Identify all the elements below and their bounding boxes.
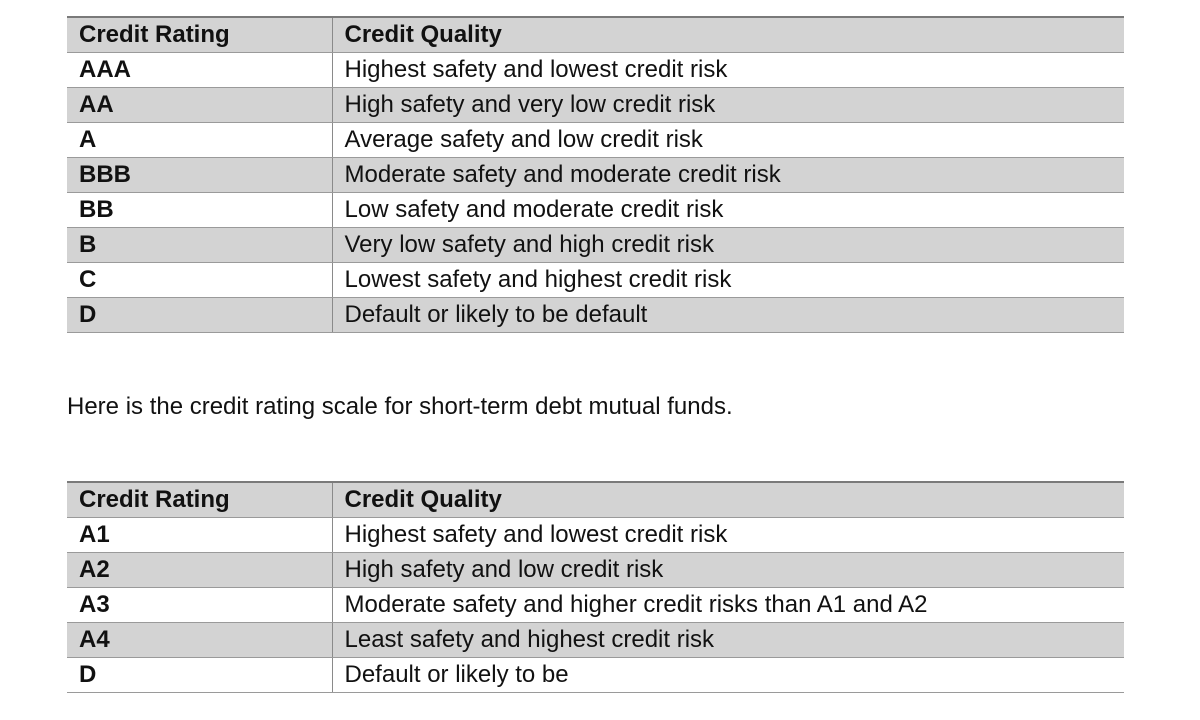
table-header-row: Credit Rating Credit Quality [67, 17, 1124, 53]
column-header-credit-quality: Credit Quality [332, 17, 1124, 53]
table-header-row: Credit Rating Credit Quality [67, 482, 1124, 518]
short-term-intro-text: Here is the credit rating scale for shor… [67, 393, 733, 420]
table-row: AA High safety and very low credit risk [67, 87, 1124, 123]
quality-cell: Default or likely to be default [332, 297, 1124, 333]
quality-cell: High safety and low credit risk [332, 552, 1124, 588]
table-row: BBB Moderate safety and moderate credit … [67, 157, 1124, 193]
quality-cell: Very low safety and high credit risk [332, 227, 1124, 263]
quality-cell: Highest safety and lowest credit risk [332, 52, 1124, 88]
quality-cell: Highest safety and lowest credit risk [332, 517, 1124, 553]
quality-cell: Least safety and highest credit risk [332, 622, 1124, 658]
rating-cell: BBB [67, 157, 333, 193]
rating-cell: D [67, 657, 333, 693]
rating-cell: D [67, 297, 333, 333]
table-row: D Default or likely to be [67, 657, 1124, 693]
rating-cell: AA [67, 87, 333, 123]
quality-cell: Lowest safety and highest credit risk [332, 262, 1124, 298]
rating-cell: B [67, 227, 333, 263]
table-row: A3 Moderate safety and higher credit ris… [67, 587, 1124, 623]
quality-cell: Default or likely to be [332, 657, 1124, 693]
table-row: AAA Highest safety and lowest credit ris… [67, 52, 1124, 88]
rating-cell: C [67, 262, 333, 298]
short-term-rating-table: Credit Rating Credit Quality A1 Highest … [67, 481, 1124, 693]
table-row: B Very low safety and high credit risk [67, 227, 1124, 263]
quality-cell: Average safety and low credit risk [332, 122, 1124, 158]
table-row: C Lowest safety and highest credit risk [67, 262, 1124, 298]
table-row: D Default or likely to be default [67, 297, 1124, 333]
rating-cell: A [67, 122, 333, 158]
quality-cell: Moderate safety and higher credit risks … [332, 587, 1124, 623]
long-term-rating-table: Credit Rating Credit Quality AAA Highest… [67, 16, 1124, 333]
column-header-credit-quality: Credit Quality [332, 482, 1124, 518]
table-row: A2 High safety and low credit risk [67, 552, 1124, 588]
rating-cell: BB [67, 192, 333, 228]
column-header-credit-rating: Credit Rating [67, 17, 333, 53]
rating-cell: A4 [67, 622, 333, 658]
rating-cell: A3 [67, 587, 333, 623]
rating-cell: A1 [67, 517, 333, 553]
rating-cell: A2 [67, 552, 333, 588]
column-header-credit-rating: Credit Rating [67, 482, 333, 518]
table-row: BB Low safety and moderate credit risk [67, 192, 1124, 228]
rating-cell: AAA [67, 52, 333, 88]
table-row: A Average safety and low credit risk [67, 122, 1124, 158]
quality-cell: High safety and very low credit risk [332, 87, 1124, 123]
quality-cell: Low safety and moderate credit risk [332, 192, 1124, 228]
table-row: A4 Least safety and highest credit risk [67, 622, 1124, 658]
table-row: A1 Highest safety and lowest credit risk [67, 517, 1124, 553]
quality-cell: Moderate safety and moderate credit risk [332, 157, 1124, 193]
